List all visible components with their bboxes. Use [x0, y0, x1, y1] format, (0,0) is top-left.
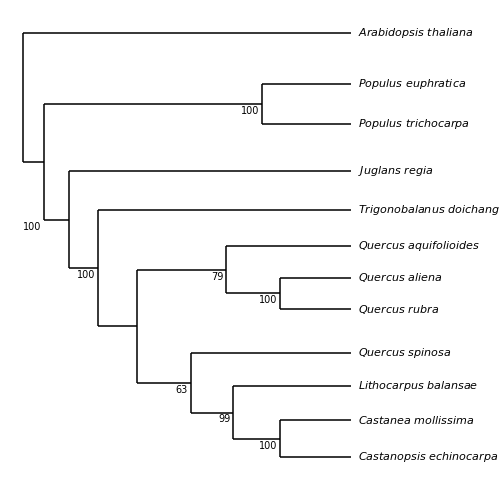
Text: 100: 100: [258, 296, 277, 306]
Text: $\it{Quercus\ aquifolioides}$: $\it{Quercus\ aquifolioides}$: [358, 239, 480, 253]
Text: 79: 79: [211, 272, 224, 281]
Text: $\it{Castanea\ mollissima}$: $\it{Castanea\ mollissima}$: [358, 414, 474, 426]
Text: $\it{Quercus\ rubra}$: $\it{Quercus\ rubra}$: [358, 303, 439, 316]
Text: $\it{Trigonobalanus\ doichangensis}$: $\it{Trigonobalanus\ doichangensis}$: [358, 204, 499, 218]
Text: $\it{Populus\ euphratica}$: $\it{Populus\ euphratica}$: [358, 77, 466, 91]
Text: 100: 100: [258, 440, 277, 450]
Text: 100: 100: [76, 270, 95, 280]
Text: $\it{Arabidopsis\ thaliana}$: $\it{Arabidopsis\ thaliana}$: [358, 26, 473, 40]
Text: 100: 100: [241, 106, 259, 116]
Text: $\it{Lithocarpus\ balansae}$: $\it{Lithocarpus\ balansae}$: [358, 380, 478, 394]
Text: $\it{Populus\ trichocarpa}$: $\it{Populus\ trichocarpa}$: [358, 116, 470, 130]
Text: $\it{Quercus\ aliena}$: $\it{Quercus\ aliena}$: [358, 271, 443, 284]
Text: 99: 99: [219, 414, 231, 424]
Text: $\it{Quercus\ spinosa}$: $\it{Quercus\ spinosa}$: [358, 346, 451, 360]
Text: $\it{Juglans\ regia}$: $\it{Juglans\ regia}$: [358, 164, 433, 178]
Text: $\it{Castanopsis\ echinocarpa}$: $\it{Castanopsis\ echinocarpa}$: [358, 450, 498, 464]
Text: 100: 100: [23, 222, 41, 232]
Text: 63: 63: [176, 384, 188, 394]
